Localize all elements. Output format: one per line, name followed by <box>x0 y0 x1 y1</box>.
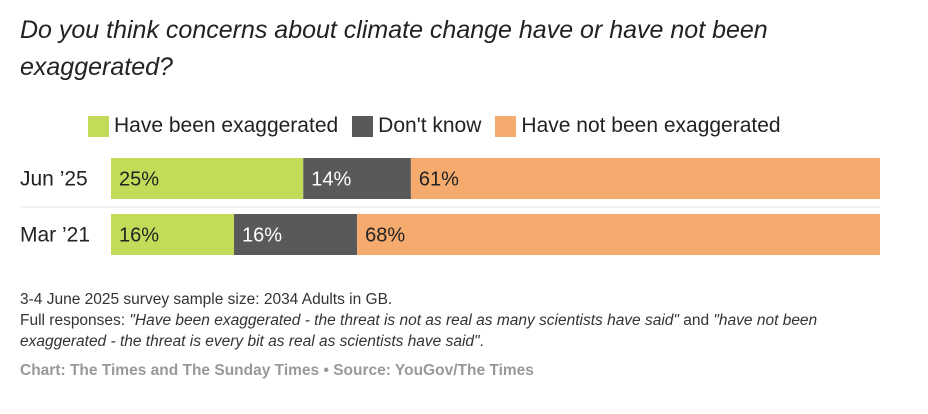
bar-have-not-been-exaggerated-row-1 <box>410 158 880 199</box>
bar-don-t-know-row-1 <box>303 158 411 199</box>
legend: Have been exaggerated Don't know Have no… <box>88 112 795 140</box>
legend-label-not-exaggerated: Have not been exaggerated <box>521 114 781 137</box>
value-label-have-been-exaggerated-row-2: 16% <box>119 225 159 247</box>
responses-note: Full responses: "Have been exaggerated -… <box>20 310 900 352</box>
legend-item-dont-know: Don't know <box>352 114 481 138</box>
bar-don-t-know-row-2 <box>234 214 358 255</box>
value-label-have-not-been-exaggerated-row-1: 61% <box>419 169 459 191</box>
legend-swatch-not-exaggerated <box>495 115 517 137</box>
response-quote-exaggerated: "Have been exaggerated - the threat is n… <box>129 312 679 329</box>
value-label-have-been-exaggerated-row-1: 25% <box>119 169 159 191</box>
responses-and: and <box>678 312 714 329</box>
category-label-row-2: Mar ’21 <box>20 224 90 247</box>
chart-credits: Chart: The Times and The Sunday Times • … <box>20 362 534 379</box>
bar-have-been-exaggerated-row-2 <box>111 214 235 255</box>
responses-prefix: Full responses: <box>20 312 130 329</box>
bar-have-been-exaggerated-row-1 <box>111 158 304 199</box>
legend-label-exaggerated: Have been exaggerated <box>114 114 339 137</box>
chart-notes: 3-4 June 2025 survey sample size: 2034 A… <box>20 289 900 352</box>
bar-have-not-been-exaggerated-row-2 <box>357 214 881 255</box>
chart-title: Do you think concerns about climate chan… <box>20 16 768 81</box>
category-label-row-1: Jun ’25 <box>20 168 88 191</box>
legend-swatch-dont-know <box>352 115 374 137</box>
legend-swatch-exaggerated <box>88 115 109 137</box>
value-label-don-t-know-row-1: 14% <box>311 169 351 191</box>
value-label-have-not-been-exaggerated-row-2: 68% <box>365 225 405 247</box>
response-quote-not-exaggerated: "have not been exaggerated - the threat … <box>20 312 818 350</box>
legend-label-dont-know: Don't know <box>378 114 482 137</box>
value-label-don-t-know-row-2: 16% <box>242 225 282 247</box>
responses-end: . <box>479 333 484 350</box>
legend-item-not-exaggerated: Have not been exaggerated <box>495 114 781 138</box>
sample-note: 3-4 June 2025 survey sample size: 2034 A… <box>20 291 393 308</box>
legend-item-exaggerated: Have been exaggerated <box>88 114 338 138</box>
